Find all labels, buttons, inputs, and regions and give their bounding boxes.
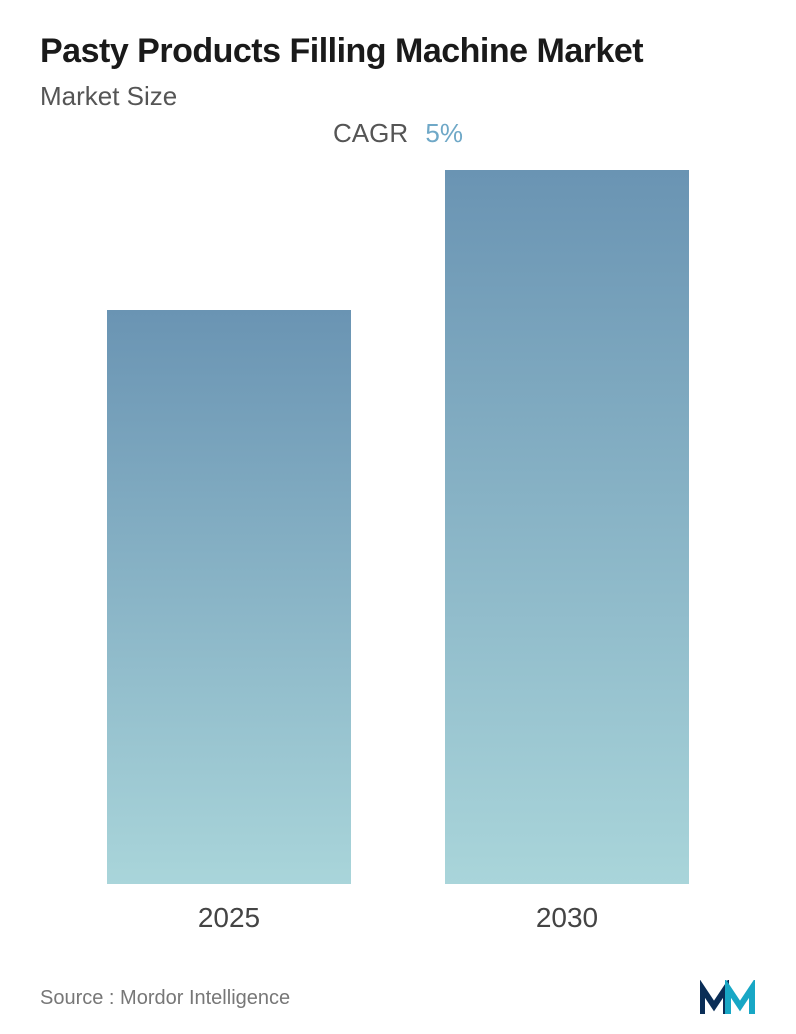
bar-slot-0: 2025 xyxy=(80,310,377,934)
cagr-row: CAGR 5% xyxy=(40,118,756,149)
chart-container: Pasty Products Filling Machine Market Ma… xyxy=(0,0,796,1034)
logo-m-left xyxy=(702,988,726,1014)
bars-wrap: 2025 2030 xyxy=(40,159,756,935)
logo-m-right xyxy=(728,988,752,1014)
chart-area: 2025 2030 xyxy=(40,159,756,1015)
bar-label-2025: 2025 xyxy=(198,902,260,934)
footer: Source : Mordor Intelligence xyxy=(40,980,756,1016)
subtitle: Market Size xyxy=(40,81,756,112)
bar-2030 xyxy=(445,170,689,884)
page-title: Pasty Products Filling Machine Market xyxy=(40,30,756,73)
source-text: Source : Mordor Intelligence xyxy=(40,987,290,1010)
mordor-logo-icon xyxy=(700,980,756,1016)
bar-2025 xyxy=(107,310,351,884)
bar-label-2030: 2030 xyxy=(536,902,598,934)
bar-slot-1: 2030 xyxy=(418,170,715,934)
cagr-value: 5% xyxy=(425,118,463,148)
cagr-label: CAGR xyxy=(333,118,408,148)
